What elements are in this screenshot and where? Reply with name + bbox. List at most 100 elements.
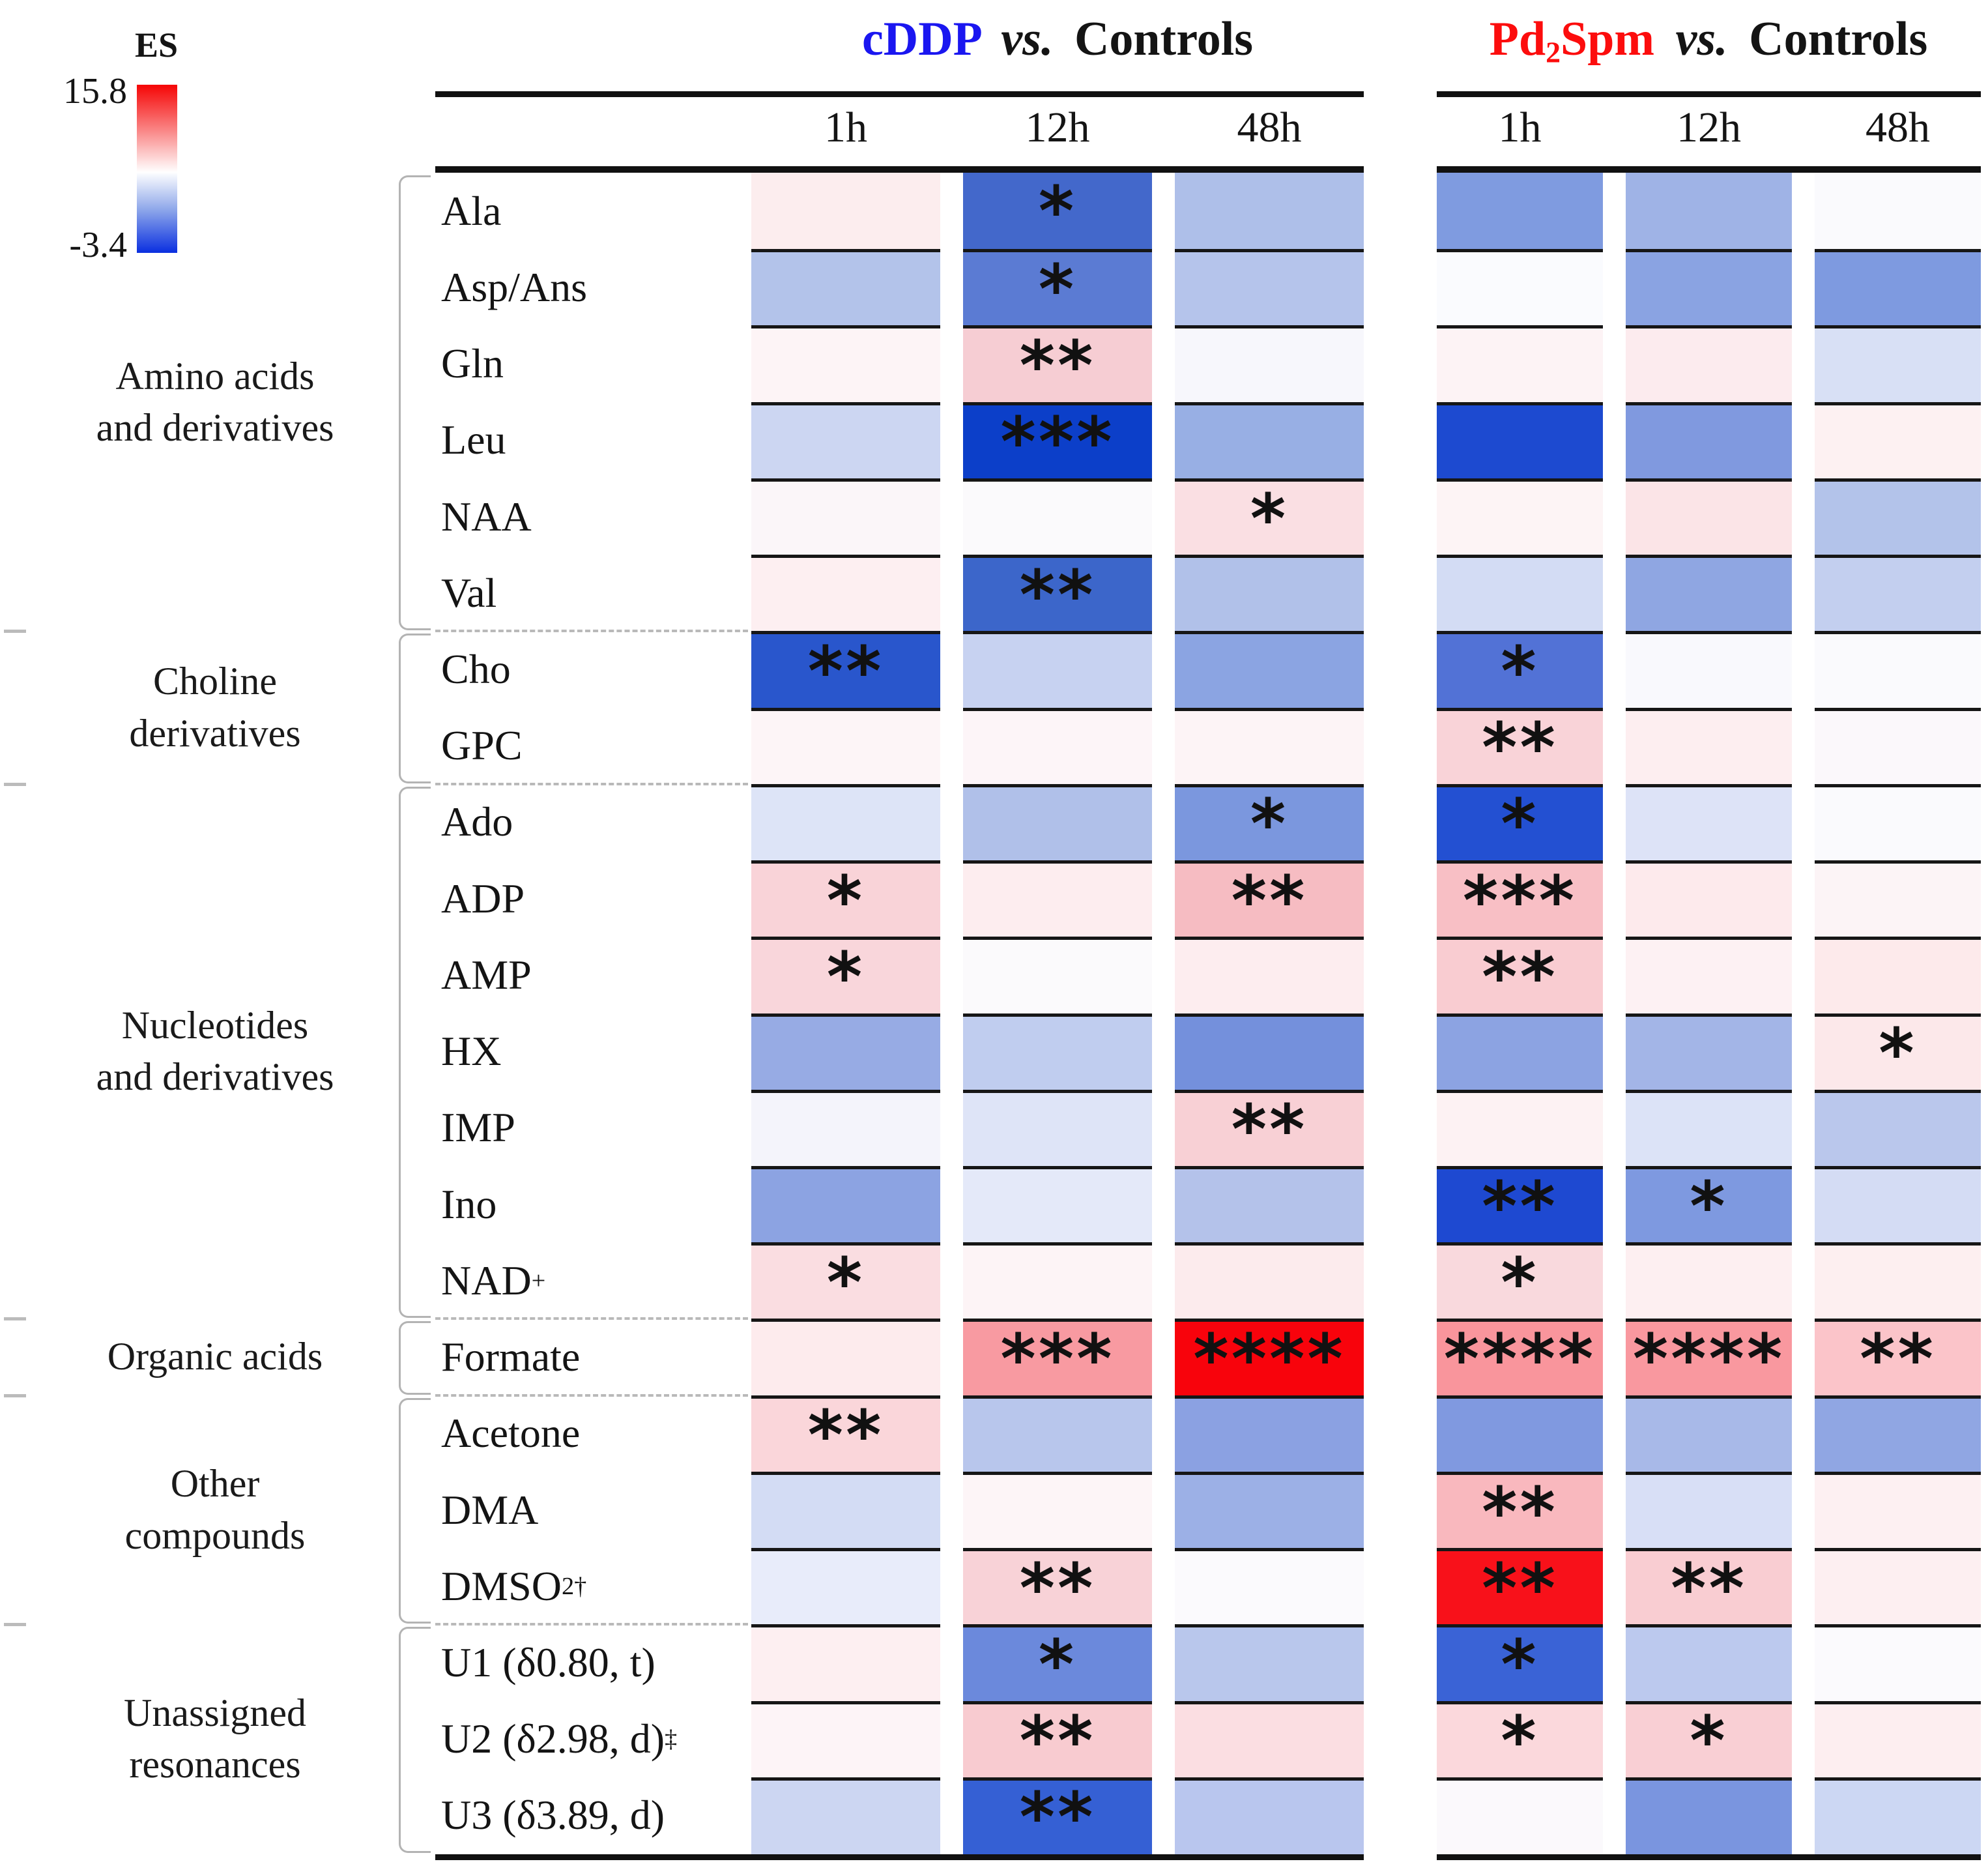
label-segment: Val <box>441 569 497 616</box>
heatmap-cell <box>1437 1013 1603 1090</box>
significance-stars: *** <box>1000 1319 1115 1399</box>
table-rule <box>1437 91 1981 97</box>
heatmap-cell <box>1815 1700 1981 1778</box>
heatmap-cell: * <box>1437 1624 1603 1704</box>
significance-stars: ** <box>1019 326 1096 406</box>
label-segment: GPC <box>441 722 523 769</box>
heatmap-cell <box>1815 555 1981 632</box>
significance-stars: * <box>1501 1624 1539 1704</box>
heatmap-cell <box>1437 401 1603 479</box>
metabolite-label: Ala <box>441 173 744 249</box>
label-segment: NAD <box>441 1257 532 1304</box>
vs-label-pdspm: vs. <box>1675 12 1728 66</box>
label-segment: Pd <box>1489 12 1546 66</box>
heatmap-cell <box>1626 1013 1792 1090</box>
heatmap-cell <box>1626 555 1792 632</box>
heatmap-cell <box>1626 631 1792 708</box>
heatmap-cell <box>1626 1242 1792 1320</box>
heatmap-cell <box>1437 173 1603 250</box>
heatmap-cell <box>1815 249 1981 327</box>
col-header-1h: 1h <box>1498 104 1542 151</box>
heatmap-cell: ** <box>963 1700 1152 1778</box>
heatmap-cell <box>1437 249 1603 327</box>
significance-stars: * <box>1038 171 1077 252</box>
heatmap-cell <box>751 478 940 556</box>
significance-stars: ** <box>1482 708 1558 788</box>
heatmap-cell <box>1626 325 1792 403</box>
heatmap-cell <box>1626 1471 1792 1549</box>
heatmap-cell <box>1175 631 1364 708</box>
label-segment: Spm <box>1561 12 1654 66</box>
heatmap-cell <box>1815 478 1981 556</box>
metabolite-label: Formate <box>441 1319 744 1395</box>
label-segment: HX <box>441 1028 502 1075</box>
category-bracket <box>399 634 431 783</box>
label-segment: Cho <box>441 645 511 692</box>
heatmap-cell <box>1626 937 1792 1014</box>
significance-stars: ** <box>1019 1548 1096 1628</box>
metabolite-label: DMA <box>441 1472 744 1548</box>
metabolite-label: NAA <box>441 478 744 555</box>
significance-stars: ** <box>1019 1777 1096 1858</box>
heatmap-cell: * <box>1626 1700 1792 1778</box>
category-label: Organic acids <box>107 1335 323 1378</box>
significance-stars: **** <box>1193 1319 1346 1399</box>
heatmap-cell <box>963 707 1152 785</box>
label-segment: ADP <box>441 875 525 922</box>
col-header-12h: 12h <box>1677 104 1741 151</box>
heatmap-cell <box>1175 1777 1364 1855</box>
metabolite-label: Ino <box>441 1166 744 1242</box>
vs-label-cddp: vs. <box>1001 12 1054 66</box>
label-segment: cDDP <box>861 12 980 66</box>
col-header-1h: 1h <box>824 104 867 151</box>
significance-stars: * <box>1501 1242 1539 1322</box>
heatmap-cell: ** <box>1437 707 1603 788</box>
heatmap-cell <box>963 860 1152 938</box>
heatmap-cell <box>1626 1395 1792 1472</box>
category-label: Unassigned resonances <box>124 1691 306 1786</box>
metabolite-label: Cho <box>441 631 744 707</box>
heatmap-cell: * <box>1175 478 1364 556</box>
label-segment: Acetone <box>441 1410 581 1457</box>
significance-stars: ** <box>1482 1548 1558 1628</box>
label-segment: U2 (δ2.98, d) <box>441 1715 665 1762</box>
heatmap-cell <box>1175 1013 1364 1090</box>
heatmap-cell <box>751 1777 940 1855</box>
significance-stars: * <box>1501 1701 1539 1781</box>
table-rule <box>435 91 1364 97</box>
heatmap-cell <box>1437 478 1603 556</box>
heatmap-cell: ** <box>1437 1548 1603 1625</box>
label-segment: Formate <box>441 1334 581 1380</box>
heatmap-cell <box>1626 478 1792 556</box>
heatmap-cell <box>1815 1777 1981 1855</box>
heatmap-cell <box>1626 173 1792 250</box>
heatmap-cell: * <box>751 937 940 1014</box>
heatmap-cell <box>751 1624 940 1702</box>
header-pdspm-vs-controls: Pd2Spm vs. Controls <box>1490 12 1928 69</box>
label-segment: IMP <box>441 1104 515 1151</box>
significance-stars: * <box>1690 1166 1728 1246</box>
heatmap-cell <box>1815 401 1981 479</box>
heatmap-cell <box>963 937 1152 1014</box>
table-rule <box>1437 1854 1981 1860</box>
heatmap-cell: **** <box>1175 1319 1364 1399</box>
heatmap-cell <box>1626 1777 1792 1855</box>
heatmap-cell: ** <box>751 631 940 708</box>
heatmap-cell <box>1175 1395 1364 1472</box>
significance-stars: * <box>1501 631 1539 711</box>
heatmap-cell: ** <box>1437 1471 1603 1549</box>
heatmap-cell: ** <box>751 1395 940 1472</box>
legend-min-label: -3.4 <box>69 225 127 265</box>
group-edge-tick <box>4 630 26 634</box>
heatmap-cell <box>1815 1548 1981 1625</box>
heatmap-cell <box>1815 1624 1981 1702</box>
controls-label-cddp: Controls <box>1074 12 1254 66</box>
heatmap-cell <box>751 1700 940 1778</box>
group-separator <box>435 782 748 785</box>
heatmap-cell <box>963 1471 1152 1549</box>
heatmap-cell <box>1815 173 1981 250</box>
heatmap-cell <box>751 1319 940 1396</box>
legend-title: ES <box>134 25 179 65</box>
heatmap-cell: * <box>1437 631 1603 708</box>
